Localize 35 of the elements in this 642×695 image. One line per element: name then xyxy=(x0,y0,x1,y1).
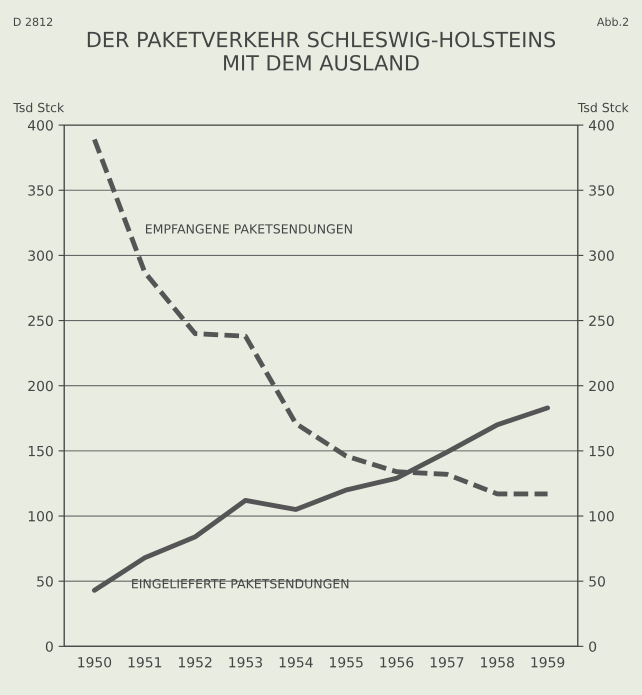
x-tick-label: 1953 xyxy=(229,657,262,668)
y2-tick-label: 400 xyxy=(588,120,614,131)
x-tick-label: 1950 xyxy=(78,657,112,668)
y-tick-label: 50 xyxy=(37,576,53,587)
x-tick-label: 1951 xyxy=(128,657,162,668)
x-tick-label: 1959 xyxy=(531,657,564,668)
y-tick-label: 0 xyxy=(46,641,53,652)
x-tick-label: 1958 xyxy=(481,657,514,668)
y-tick-label: 400 xyxy=(28,120,53,131)
y-tick-label: 250 xyxy=(28,316,53,326)
y-tick-label: 350 xyxy=(28,185,53,196)
y2-tick-label: 200 xyxy=(589,380,614,392)
y2-tick-label: 0 xyxy=(589,641,596,652)
x-tick-label: 1952 xyxy=(178,657,212,668)
y2-tick-label: 100 xyxy=(590,511,614,522)
y2-tick-label: 350 xyxy=(589,185,614,196)
y2-tick-label: 50 xyxy=(589,576,605,587)
y2-tick-label: 300 xyxy=(589,250,614,261)
series-label: EINGELIEFERTE PAKETSENDUNGEN xyxy=(132,579,348,588)
chart-title: DER PAKETVERKEHR SCHLESWIG-HOLSTEINS MIT DEM AUSLAND xyxy=(88,32,556,71)
y-tick-label: 150 xyxy=(28,446,53,456)
y-tick-label: 200 xyxy=(28,380,53,392)
x-tick-label: 1954 xyxy=(280,657,313,668)
y2-tick-label: 250 xyxy=(589,316,614,326)
series-label: EMPFANGENE PAKETSENDUNGEN xyxy=(146,224,352,234)
text: D 2812 xyxy=(14,18,52,26)
y2-axis-title: Tsd Stck xyxy=(578,102,629,112)
y-axis-title: Tsd Stck xyxy=(13,102,64,112)
x-tick-label: 1957 xyxy=(430,657,464,668)
y-tick-label: 300 xyxy=(28,250,53,261)
caption: Abb.2 xyxy=(596,17,628,26)
x-tick-label: 1956 xyxy=(380,657,414,668)
y2-tick-label: 150 xyxy=(590,446,614,456)
y-tick-label: 100 xyxy=(28,511,53,522)
x-tick-label: 1955 xyxy=(330,657,363,668)
